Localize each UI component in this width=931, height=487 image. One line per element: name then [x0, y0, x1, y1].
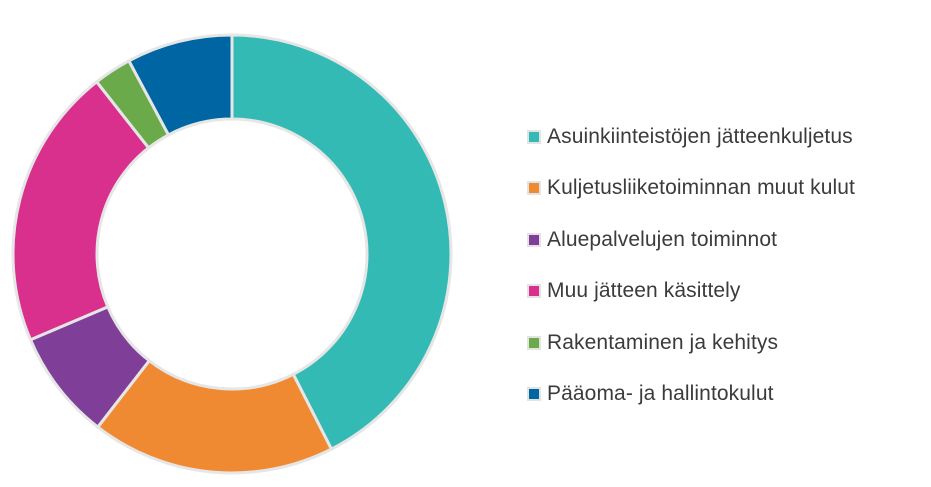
legend-swatch: [529, 234, 539, 245]
chart-legend: Asuinkiinteistöjen jätteenkuljetus Kuljet…: [529, 111, 855, 420]
legend-item-5: Pääoma- ja hallintokulut: [529, 369, 855, 421]
donut-slice-3: [11, 80, 151, 342]
legend-item-2: Aluepalvelujen toiminnot: [529, 214, 855, 266]
legend-swatch: [529, 131, 539, 142]
legend-label: Rakentaminen ja kehitys: [547, 330, 779, 354]
donut-slice-5: [127, 33, 234, 137]
legend-swatch: [529, 337, 539, 348]
donut-plot: [11, 33, 453, 475]
legend-label: Pääoma- ja hallintokulut: [547, 382, 774, 406]
legend-label: Muu jätteen käsittely: [547, 279, 741, 303]
legend-item-0: Asuinkiinteistöjen jätteenkuljetus: [529, 111, 855, 163]
legend-item-3: Muu jätteen käsittely: [529, 266, 855, 318]
donut-slice-1: [96, 359, 333, 475]
legend-label: Aluepalvelujen toiminnot: [547, 227, 778, 251]
legend-label: Asuinkiinteistöjen jätteenkuljetus: [547, 124, 853, 148]
legend-label: Kuljetusliiketoiminnan muut kulut: [547, 176, 855, 200]
donut-slice-0: [230, 33, 453, 451]
legend-swatch: [529, 286, 539, 297]
legend-item-4: Rakentaminen ja kehitys: [529, 317, 855, 369]
legend-swatch: [529, 183, 539, 194]
legend-swatch: [529, 389, 539, 400]
legend-item-1: Kuljetusliiketoiminnan muut kulut: [529, 163, 855, 215]
